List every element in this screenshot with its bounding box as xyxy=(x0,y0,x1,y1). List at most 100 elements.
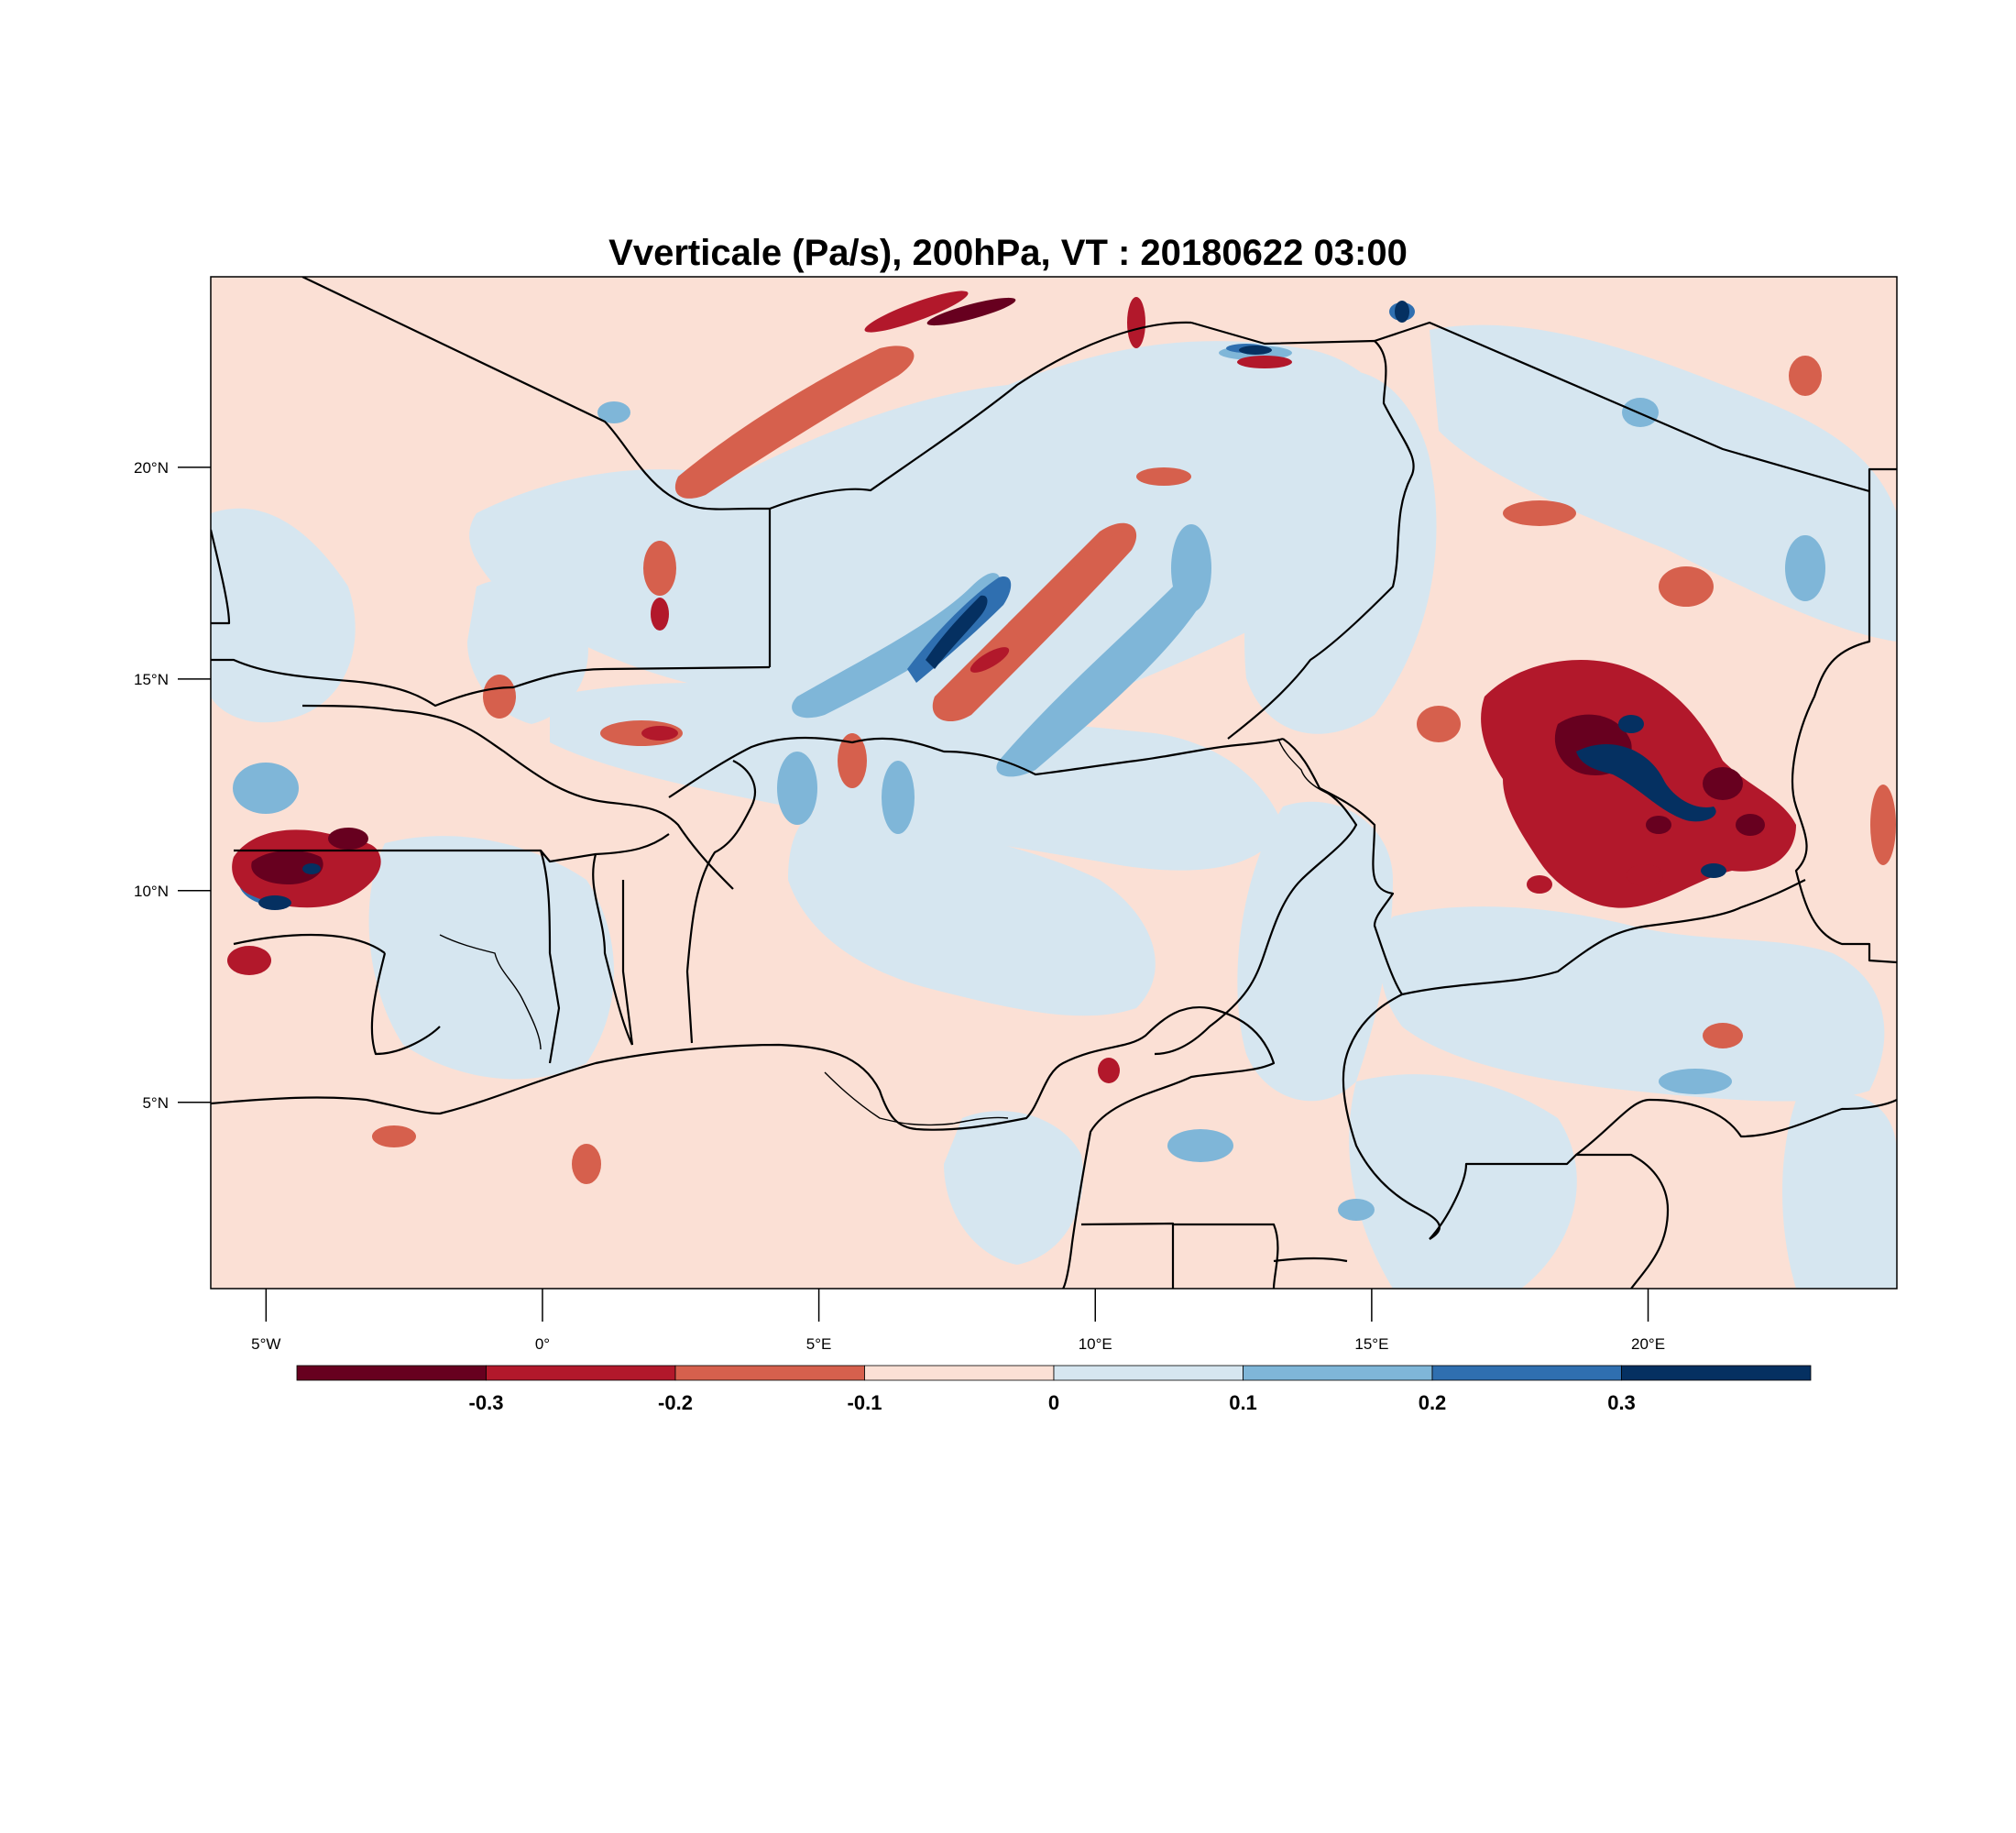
x-tick-label: 10°E xyxy=(1079,1335,1112,1353)
jet-ascent-band xyxy=(792,573,1001,719)
blob-j xyxy=(597,401,630,423)
mali-ascent-core-2 xyxy=(302,863,321,874)
guinea-blob xyxy=(227,946,271,975)
y-tick-label: 15°N xyxy=(134,671,169,688)
north-ascent-core-2 xyxy=(1395,301,1409,323)
border-cameroon-car xyxy=(1342,993,1441,1240)
border-mauritania-mali xyxy=(211,529,231,625)
border-mali-south xyxy=(211,658,771,708)
mali-ascent-core xyxy=(258,895,291,910)
colorbar-label: -0.3 xyxy=(469,1391,504,1414)
border-niger-north xyxy=(1190,321,1415,740)
country-borders xyxy=(211,277,1897,1289)
border-togo-benin xyxy=(621,760,756,1046)
blob-5 xyxy=(1503,500,1576,526)
west-region xyxy=(211,508,356,723)
car-region xyxy=(1380,906,1885,1102)
niger-delta-coast xyxy=(824,1071,1009,1126)
y-axis: 5°N 10°N 15°N 20°N xyxy=(134,459,211,1112)
map-area xyxy=(211,277,1897,1289)
x-tick-label: 5°E xyxy=(806,1335,832,1353)
x-tick-label: 15°E xyxy=(1354,1335,1388,1353)
blob-h xyxy=(1338,1199,1375,1221)
border-libya-chad xyxy=(1374,321,1870,493)
blob-c xyxy=(882,761,915,834)
streak-blob-2 xyxy=(1127,297,1145,348)
border-ghana xyxy=(539,850,633,1064)
blob-13 xyxy=(1870,785,1896,865)
sahara-ascent-core xyxy=(926,595,988,669)
x-axis: 5°W 0° 5°E 10°E 15°E 20°E xyxy=(251,1289,1665,1353)
mali-storm-core xyxy=(251,851,323,884)
blob-f xyxy=(1785,535,1825,601)
colorbar-label: 0 xyxy=(1048,1391,1059,1414)
colorbar: -0.3 -0.2 -0.1 0 0.1 0.2 0.3 xyxy=(296,1365,1812,1414)
blob-i xyxy=(233,763,299,814)
border-car-south xyxy=(1429,1153,1670,1289)
colorbar-swatch xyxy=(296,1365,487,1381)
y-tick-label: 20°N xyxy=(134,459,169,477)
colorbar-swatch xyxy=(1243,1365,1433,1381)
colorbar-label: 0.3 xyxy=(1607,1391,1636,1414)
border-chad-car xyxy=(1401,879,1806,996)
niger-east-region xyxy=(1244,370,1437,734)
blob-e xyxy=(1659,1069,1732,1094)
map-frame xyxy=(210,276,1898,1290)
chad-ascent-core-3 xyxy=(1701,863,1726,878)
streak-3 xyxy=(1008,531,1135,642)
x-tick-label: 20°E xyxy=(1631,1335,1665,1353)
y-tick-label: 10°N xyxy=(134,883,169,900)
chad-storm-core-2 xyxy=(1703,767,1743,800)
streak-blob-6 xyxy=(641,726,678,741)
positive-weak-regions xyxy=(211,324,1897,1289)
blob-12 xyxy=(1136,467,1191,486)
border-sudan xyxy=(1791,467,1897,964)
blob-7 xyxy=(1789,356,1822,396)
streak-1 xyxy=(674,346,915,499)
colorbar-swatch xyxy=(1431,1365,1622,1381)
coastline xyxy=(211,1005,1276,1289)
volta-lake xyxy=(439,934,542,1050)
colorbar-label: 0.1 xyxy=(1229,1391,1257,1414)
ghana-region xyxy=(368,836,614,1080)
blob-8 xyxy=(1417,706,1461,742)
north-streak-core xyxy=(926,297,1016,326)
colorbar-label: -0.1 xyxy=(848,1391,882,1414)
streak-blob-3 xyxy=(1237,356,1292,368)
north-ascent-core xyxy=(1239,346,1272,355)
border-car-drc xyxy=(1575,1098,1897,1156)
streak-blob-5 xyxy=(651,598,669,631)
border-congo-gabon xyxy=(1080,1222,1348,1289)
storm-outer-blob-2 xyxy=(1527,875,1552,894)
border-niger-south xyxy=(668,736,1284,798)
blob-11 xyxy=(1703,1023,1743,1048)
sahara-north-region xyxy=(469,341,1415,733)
blob-2 xyxy=(838,733,867,788)
storm-outer-blob xyxy=(1627,864,1663,886)
gulf-region xyxy=(944,1111,1083,1265)
chad-ascent-core-2 xyxy=(1618,715,1644,733)
border-burkina-south xyxy=(234,833,670,863)
border-ivory xyxy=(233,933,441,1056)
positive-moderate-regions xyxy=(233,346,1825,1221)
blob-6 xyxy=(1659,566,1714,607)
blob-9 xyxy=(572,1144,601,1184)
negative-moderate-regions xyxy=(372,346,1896,1184)
blob-1 xyxy=(643,541,676,596)
central-ascent-band xyxy=(996,576,1203,777)
sahel-band-region xyxy=(550,683,1283,871)
streak-blob-4 xyxy=(970,647,1010,673)
chad-ascent-core xyxy=(1576,743,1716,822)
colorbar-swatch xyxy=(864,1365,1055,1381)
chad-storm-core-3 xyxy=(1736,814,1765,836)
blob-b xyxy=(777,752,817,825)
border-chad-lake xyxy=(1282,738,1403,995)
y-tick-label: 5°N xyxy=(142,1094,169,1112)
blob-d xyxy=(1167,1129,1233,1162)
positive-extreme-regions xyxy=(258,301,1726,910)
cameroon-region xyxy=(1237,801,1393,1102)
colorbar-swatch xyxy=(1621,1365,1812,1381)
blob-a xyxy=(1171,524,1211,612)
cameroon-blob xyxy=(1098,1058,1120,1083)
